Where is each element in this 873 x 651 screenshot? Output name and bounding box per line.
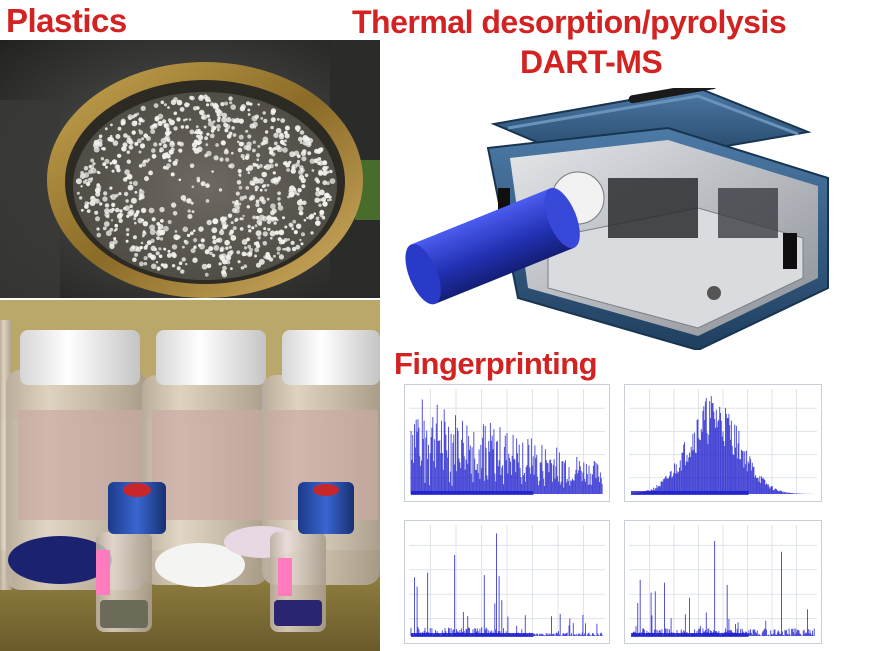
plastic-pellets bbox=[75, 94, 336, 278]
mass-spectrum-panel-2 bbox=[624, 384, 822, 502]
fingerprinting-label: Fingerprinting bbox=[394, 346, 598, 381]
dart-ms-instrument-illustration bbox=[398, 81, 866, 352]
mass-spectrum-panel-3 bbox=[404, 520, 610, 644]
mass-spectrum-panel-4 bbox=[624, 520, 822, 644]
mass-spectrum-panel-1 bbox=[404, 384, 610, 502]
thermal-desorption-title: Thermal desorption/pyrolysis bbox=[352, 4, 787, 40]
plastics-label: Plastics bbox=[6, 2, 127, 39]
sample-vials-photo bbox=[0, 300, 380, 651]
plastic-pellets-sieve-photo bbox=[0, 40, 380, 298]
dart-ms-title: DART-MS bbox=[520, 44, 663, 80]
